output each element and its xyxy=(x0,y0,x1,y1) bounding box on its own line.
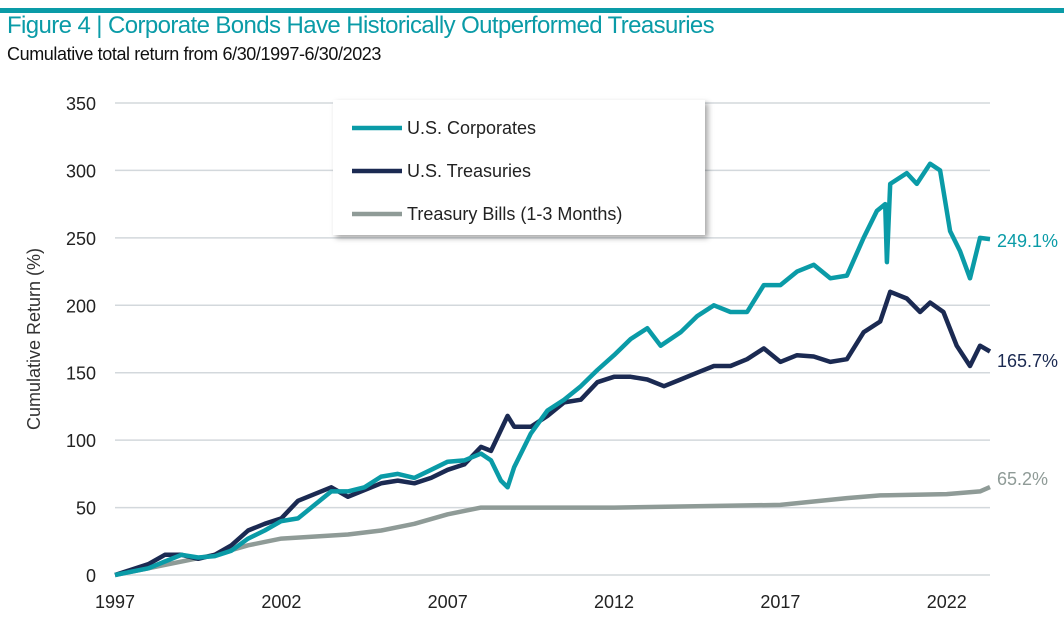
y-tick-label: 50 xyxy=(76,499,96,519)
x-tick-label: 2002 xyxy=(261,592,301,612)
end-value-label: 65.2% xyxy=(997,469,1048,489)
y-tick-label: 200 xyxy=(66,296,96,316)
accent-bar xyxy=(0,8,1064,13)
legend-label: Treasury Bills (1-3 Months) xyxy=(407,204,622,224)
series-line-0 xyxy=(114,161,991,578)
series-line-2 xyxy=(114,485,991,578)
y-tick-label: 350 xyxy=(66,94,96,114)
legend: U.S. Corporates U.S. Treasuries Treasury B… xyxy=(333,100,705,235)
x-tick-label: 2007 xyxy=(428,592,468,612)
series-line-1 xyxy=(114,289,992,578)
y-tick-label: 0 xyxy=(86,566,96,586)
chart-subtitle: Cumulative total return from 6/30/1997-6… xyxy=(7,44,382,64)
x-tick-label: 2017 xyxy=(760,592,800,612)
y-axis-label: Cumulative Return (%) xyxy=(24,248,44,430)
chart-title: Figure 4 | Corporate Bonds Have Historic… xyxy=(7,12,715,39)
y-tick-label: 100 xyxy=(66,431,96,451)
legend-label: U.S. Corporates xyxy=(407,118,536,138)
end-value-label: 165.7% xyxy=(997,351,1058,371)
end-value-label: 249.1% xyxy=(997,231,1058,251)
x-tick-label: 2022 xyxy=(927,592,967,612)
y-tick-label: 300 xyxy=(66,161,96,181)
x-tick-label: 2012 xyxy=(594,592,634,612)
y-tick-label: 250 xyxy=(66,229,96,249)
x-tick-label: 1997 xyxy=(95,592,135,612)
y-tick-label: 150 xyxy=(66,364,96,384)
legend-label: U.S. Treasuries xyxy=(407,161,531,181)
